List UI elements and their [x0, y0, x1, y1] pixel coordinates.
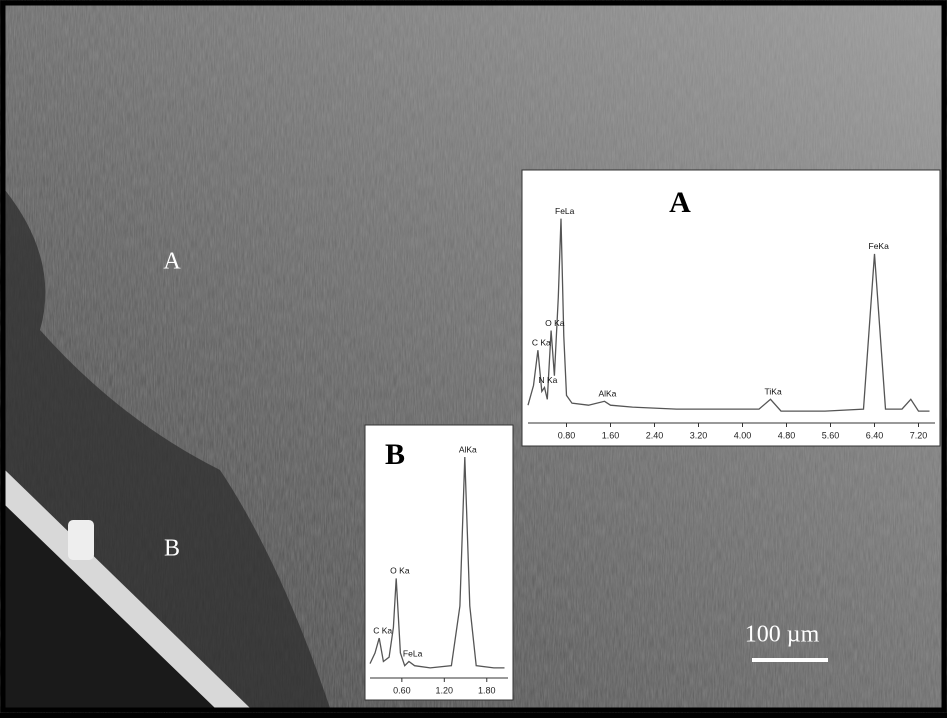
page: {"image":{"region_labels":["A","B"],"sca… [0, 0, 947, 713]
x-tick-label: 0.60 [393, 685, 411, 695]
micrograph: A B 100 µm 0.80 1.60 2.40 3.20 4.00 4.80 5.60 6… [0, 0, 947, 713]
x-tick-label: 0.80 [558, 430, 576, 440]
peak-label: TiKa [765, 387, 782, 397]
peak-label: AlKa [598, 389, 616, 399]
x-tick-label: 5.60 [822, 430, 840, 440]
x-tick-label: 2.40 [646, 430, 664, 440]
x-tick-label: 6.40 [866, 430, 884, 440]
scale-label: 100 µm [745, 622, 820, 648]
peak-label: O Ka [390, 566, 410, 576]
peak-label: C Ka [373, 625, 392, 635]
peak-label: FeLa [555, 206, 575, 216]
peak-label: N Ka [539, 375, 558, 385]
x-tick-label: 1.20 [436, 685, 454, 695]
x-tick-label: 4.80 [778, 430, 796, 440]
x-tick-label: 4.00 [734, 430, 752, 440]
region-label: A [163, 249, 181, 275]
peak-label: O Ka [545, 318, 565, 328]
x-tick-label: 7.20 [910, 430, 928, 440]
peak-label: AlKa [459, 444, 477, 454]
peak-label: C Ka [532, 337, 551, 347]
x-tick-label: 3.20 [690, 430, 708, 440]
spectrum-title: A [669, 186, 691, 219]
region-label: B [164, 536, 180, 562]
peak-label: FeLa [403, 649, 423, 659]
spectrum-title: B [385, 438, 405, 471]
particle [68, 520, 94, 560]
x-tick-label: 1.60 [602, 430, 620, 440]
peak-label: FeKa [869, 241, 890, 251]
x-tick-label: 1.80 [478, 685, 496, 695]
